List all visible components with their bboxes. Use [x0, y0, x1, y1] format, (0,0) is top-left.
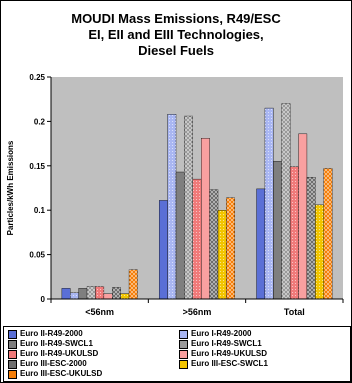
- chart-title-line-1: MOUDI Mass Emissions, R49/ESC: [71, 11, 281, 26]
- bar-texture: [281, 103, 291, 299]
- bar-texture: [315, 204, 324, 299]
- bar-texture: [120, 293, 130, 299]
- bar-texture: [70, 292, 79, 299]
- bar: [273, 161, 282, 300]
- bar: [298, 133, 308, 300]
- bar-texture: [95, 286, 104, 299]
- x-tick-label: Total: [284, 307, 305, 317]
- bar: [78, 288, 88, 300]
- legend: Euro II-R49-2000 Euro I-R49-2000 Euro II-R…: [3, 326, 351, 382]
- bar-texture: [218, 210, 227, 299]
- legend-label: Euro III-ESC-2000: [20, 359, 87, 368]
- bar-texture: [323, 168, 333, 299]
- bar-texture: [290, 166, 299, 299]
- x-tick-label: <56nm: [85, 307, 114, 317]
- bar-texture: [167, 114, 176, 300]
- bar-texture: [306, 177, 316, 299]
- chart-title-line-2: EI, EII and EIII Technologies,: [88, 27, 263, 42]
- legend-swatch: [179, 360, 188, 369]
- y-tick-label: 0.15: [29, 162, 45, 171]
- bar-texture: [226, 197, 235, 299]
- legend-label: Euro I-R49-UKULSD: [191, 349, 268, 358]
- legend-swatch: [8, 330, 17, 339]
- legend-swatch: [8, 340, 17, 349]
- y-tick-label: 0.05: [29, 251, 45, 260]
- bar: [158, 200, 168, 300]
- bar: [61, 288, 71, 300]
- bar: [103, 293, 113, 300]
- legend-label: Euro I-R49-SWCL1: [191, 339, 262, 348]
- legend-swatch: [179, 350, 188, 359]
- y-tick-label: 0.2: [34, 117, 46, 126]
- y-tick-label: 0.25: [29, 73, 45, 82]
- chart-svg: MOUDI Mass Emissions, R49/ESC EI, EII an…: [6, 11, 344, 317]
- legend-label: Euro I-R49-2000: [191, 329, 252, 338]
- bar: [200, 138, 210, 300]
- x-tick-label: >56nm: [183, 307, 212, 317]
- legend-swatch: [8, 370, 17, 379]
- x-axis: <56nm >56nm Total: [50, 298, 344, 317]
- bars-group: [61, 103, 333, 300]
- bar-texture: [209, 189, 218, 299]
- legend-swatch: [8, 360, 17, 369]
- y-tick-label: 0.1: [34, 206, 46, 215]
- chart-title-line-3: Diesel Fuels: [138, 43, 214, 58]
- legend-label: Euro III-ESC-UKULSD: [20, 369, 103, 378]
- bar-texture: [87, 286, 96, 299]
- y-axis-label: Particles/kWh Emissions: [6, 140, 15, 235]
- y-tick-label: 0: [41, 295, 46, 304]
- legend-swatch: [8, 350, 17, 359]
- bar-texture: [192, 179, 202, 299]
- bar-texture: [112, 287, 121, 299]
- bar-texture: [129, 269, 138, 299]
- legend-label: Euro II-R49-SWCL1: [20, 339, 93, 348]
- bar-texture: [264, 108, 274, 299]
- legend-label: Euro II-R49-UKULSD: [20, 349, 99, 358]
- bar: [175, 171, 185, 300]
- bar-texture: [184, 116, 193, 300]
- y-axis: 0 0.05 0.1 0.15 0.2 0.25: [29, 73, 52, 304]
- legend-label: Euro III-ESC-SWCL1: [191, 359, 268, 368]
- legend-swatch: [179, 340, 188, 349]
- bar: [256, 188, 266, 300]
- legend-label: Euro II-R49-2000: [20, 329, 83, 338]
- legend-swatch: [179, 330, 188, 339]
